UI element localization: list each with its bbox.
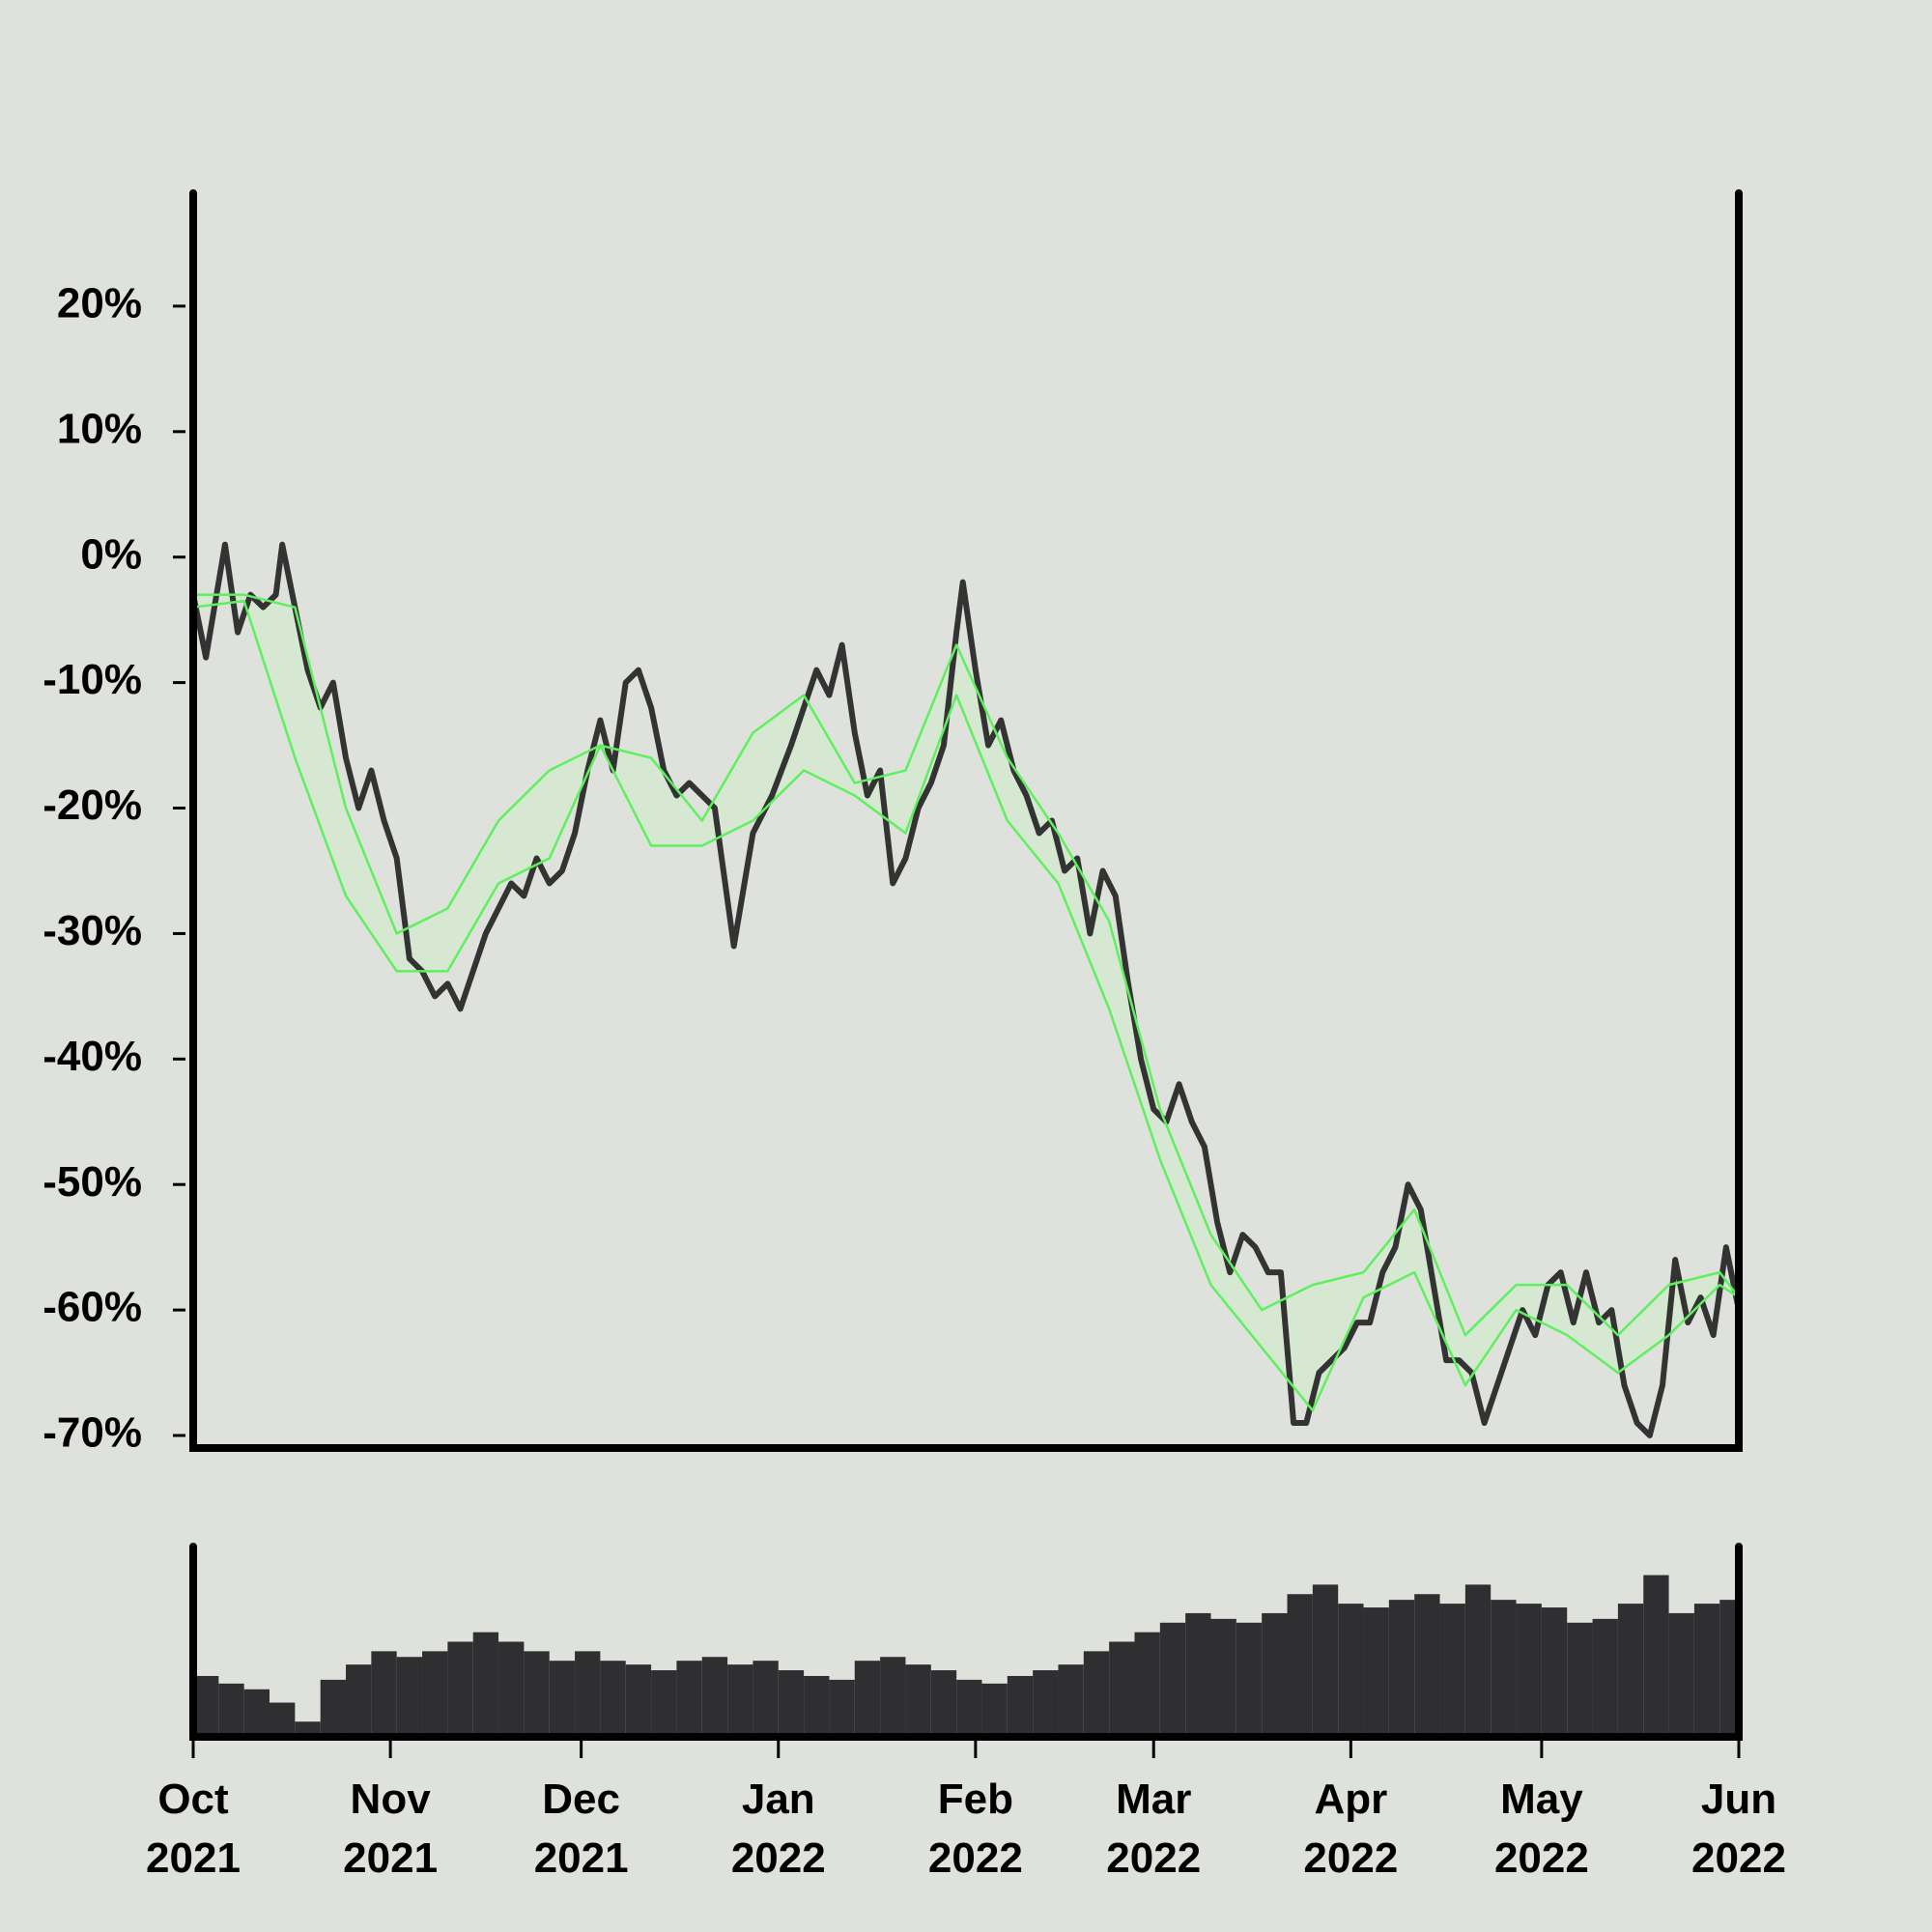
x-tick-label: Oct 2021 [146, 1776, 241, 1882]
volume-bar [1210, 1618, 1236, 1737]
volume-bar [625, 1664, 652, 1737]
volume-bar [346, 1664, 372, 1737]
x-tick-label: May 2022 [1494, 1776, 1589, 1882]
volume-bar [829, 1679, 855, 1737]
y-tick-label: 10% [57, 405, 142, 452]
volume-bar [1516, 1604, 1542, 1737]
volume-bar [676, 1661, 702, 1737]
y-tick-label: 0% [80, 530, 142, 578]
volume-bar [1617, 1604, 1644, 1737]
y-tick-label: -50% [43, 1158, 142, 1206]
axis-frame [189, 189, 1743, 1452]
x-tick-label: Jun 2022 [1691, 1776, 1786, 1882]
volume-bar [549, 1661, 576, 1737]
volume-bar [1567, 1622, 1593, 1737]
y-tick-label: -60% [43, 1284, 142, 1331]
volume-bar [575, 1651, 601, 1737]
axis-frame [189, 1543, 1743, 1741]
volume-bar [1541, 1607, 1568, 1737]
volume-bar [371, 1651, 397, 1737]
volume-bar [1185, 1612, 1211, 1737]
y-tick-label: -20% [43, 781, 142, 829]
volume-bar [1439, 1604, 1465, 1737]
volume-bar [1109, 1641, 1135, 1737]
volume-bar [1643, 1575, 1669, 1737]
volume-bar [243, 1689, 270, 1737]
volume-bar [1491, 1600, 1517, 1737]
volume-bar [1033, 1670, 1059, 1737]
volume-bar [1287, 1594, 1313, 1737]
volume-bar [701, 1657, 728, 1737]
volume-bar [1058, 1664, 1084, 1737]
volume-bar [1338, 1604, 1364, 1737]
x-tick-label: Feb 2022 [928, 1776, 1023, 1882]
volume-bar [1693, 1604, 1720, 1737]
volume-bar [651, 1670, 677, 1737]
volume-bar [1592, 1618, 1618, 1737]
volume-bar [1414, 1594, 1440, 1737]
y-tick-label: -30% [43, 907, 142, 954]
volume-bar [981, 1683, 1008, 1737]
volume-bar [1312, 1584, 1339, 1737]
volume-bar [1007, 1675, 1034, 1737]
volume-bar [753, 1661, 779, 1737]
volume-bar [600, 1661, 626, 1737]
volume-bar [270, 1702, 296, 1737]
volume-bar [956, 1679, 982, 1737]
volume-bar [1719, 1600, 1739, 1737]
volume-bar [1134, 1632, 1160, 1737]
y-tick-label: 20% [57, 280, 142, 327]
price-line [190, 541, 1742, 1439]
volume-bar [1668, 1612, 1694, 1737]
volume-bar [1236, 1622, 1263, 1737]
volume-bar [320, 1679, 347, 1737]
volume-bar [447, 1641, 473, 1737]
volume-bar [1464, 1584, 1492, 1737]
volume-bar [1262, 1612, 1288, 1737]
volume-bar [524, 1651, 550, 1737]
y-tick-label: -70% [43, 1409, 142, 1457]
volume-bar [193, 1675, 219, 1737]
y-tick-label: -40% [43, 1033, 142, 1080]
volume-bar [396, 1657, 423, 1737]
volume-bar [804, 1675, 830, 1737]
x-tick-label: Dec 2021 [534, 1776, 629, 1882]
volume-bar [854, 1661, 881, 1737]
volume-bar [880, 1657, 906, 1737]
volume-bar [1083, 1651, 1110, 1737]
x-tick-label: Jan 2022 [731, 1776, 826, 1882]
volume-bar [905, 1664, 931, 1737]
volume-bar [1363, 1607, 1389, 1737]
volume-bar [1388, 1600, 1415, 1737]
volume-bar [1159, 1622, 1186, 1737]
volume-bar [498, 1641, 525, 1737]
band-line [193, 593, 1740, 1337]
volume-bar [778, 1670, 805, 1737]
band-fill [193, 594, 1739, 1411]
band-line [192, 599, 1740, 1412]
volume-bar [422, 1651, 448, 1737]
volume-bar [930, 1670, 957, 1737]
x-tick-label: Mar 2022 [1106, 1776, 1201, 1882]
x-tick-label: Apr 2022 [1303, 1776, 1398, 1882]
volume-bar [218, 1683, 244, 1737]
y-tick-label: -10% [43, 656, 142, 703]
volume-bar [472, 1632, 499, 1737]
x-tick-label: Nov 2021 [343, 1776, 438, 1882]
volume-bar [727, 1664, 753, 1737]
